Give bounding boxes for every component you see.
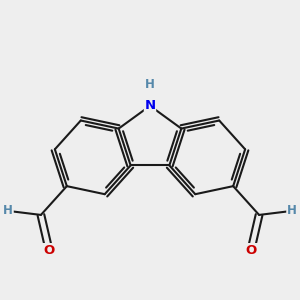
Text: O: O bbox=[44, 244, 55, 257]
Text: H: H bbox=[145, 78, 155, 91]
Text: H: H bbox=[287, 204, 297, 218]
Text: H: H bbox=[3, 204, 13, 218]
Text: N: N bbox=[144, 99, 156, 112]
Text: O: O bbox=[245, 244, 256, 257]
